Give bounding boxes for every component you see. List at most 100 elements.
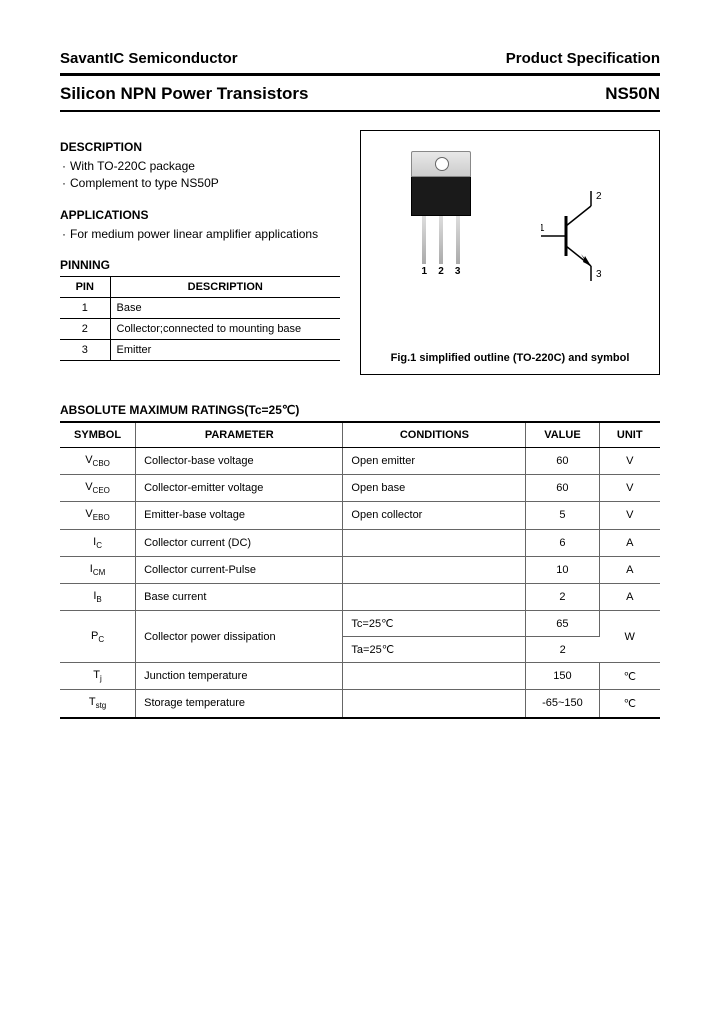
lead-num-2: 2 bbox=[438, 266, 444, 277]
rat-row-5: IBBase current2A bbox=[60, 583, 660, 610]
rat-unit: V bbox=[599, 448, 660, 475]
rat-param: Collector-emitter voltage bbox=[136, 475, 343, 502]
rat-unit-pc: W bbox=[599, 611, 660, 663]
rat-cond: Open base bbox=[343, 475, 526, 502]
rat-row-0: VCBOCollector-base voltageOpen emitter60… bbox=[60, 448, 660, 475]
rat-row-pc1: PCCollector power dissipationTc=25℃65W bbox=[60, 611, 660, 637]
rat-param-ts: Storage temperature bbox=[136, 690, 343, 718]
col-unit: UNIT bbox=[599, 422, 660, 448]
figure-area: 1 2 3 1 2 3 bbox=[371, 141, 649, 346]
sym-label-e: 3 bbox=[596, 269, 602, 280]
rat-sym-pc: PC bbox=[60, 611, 136, 663]
rat-val: 60 bbox=[526, 475, 599, 502]
header-row: SavantIC Semiconductor Product Specifica… bbox=[60, 50, 660, 67]
lead-num-3: 3 bbox=[455, 266, 461, 277]
package-tab bbox=[411, 151, 471, 177]
npn-symbol: 1 2 3 bbox=[541, 191, 621, 284]
col-symbol: SYMBOL bbox=[60, 422, 136, 448]
rat-param: Base current bbox=[136, 583, 343, 610]
rat-row-1: VCEOCollector-emitter voltageOpen base60… bbox=[60, 475, 660, 502]
col-cond: CONDITIONS bbox=[343, 422, 526, 448]
package-hole bbox=[435, 157, 449, 171]
rat-sym: IC bbox=[60, 529, 136, 556]
rat-val: 2 bbox=[526, 583, 599, 610]
package-body bbox=[411, 176, 471, 216]
rat-cond bbox=[343, 529, 526, 556]
rat-val: 60 bbox=[526, 448, 599, 475]
left-column: DESCRIPTION With TO-220C package Complem… bbox=[60, 130, 340, 375]
rat-val-pc2: 2 bbox=[526, 637, 599, 663]
pin-2-num: 2 bbox=[60, 319, 110, 340]
pin-row-2: 2 Collector;connected to mounting base bbox=[60, 319, 340, 340]
rat-sym: Tstg bbox=[60, 690, 136, 718]
rat-sym: Tj bbox=[60, 663, 136, 690]
rat-unit: V bbox=[599, 475, 660, 502]
rat-sym: VCBO bbox=[60, 448, 136, 475]
applications-head: APPLICATIONS bbox=[60, 208, 340, 222]
rat-param-pc: Collector power dissipation bbox=[136, 611, 343, 663]
rat-val: 10 bbox=[526, 556, 599, 583]
desc-item-1: Complement to type NS50P bbox=[62, 175, 340, 192]
rat-val-ts: -65~150 bbox=[526, 690, 599, 718]
rat-val: 6 bbox=[526, 529, 599, 556]
rat-val-pc1: 65 bbox=[526, 611, 599, 637]
rat-row-tstg: TstgStorage temperature -65~150℃ bbox=[60, 690, 660, 718]
figure-box: 1 2 3 1 2 3 bbox=[360, 130, 660, 375]
package-leads bbox=[416, 216, 466, 264]
pinning-head: PINNING bbox=[60, 258, 340, 272]
rat-cond-ts bbox=[343, 690, 526, 718]
ratings-head: ABSOLUTE MAXIMUM RATINGS(Tc=25℃) bbox=[60, 403, 660, 417]
sym-label-b: 1 bbox=[541, 223, 545, 234]
rat-sym: ICM bbox=[60, 556, 136, 583]
lead-3 bbox=[456, 216, 460, 264]
pin-row-3: 3 Emitter bbox=[60, 340, 340, 361]
pin-col-header: PIN bbox=[60, 277, 110, 298]
pin-2-desc: Collector;connected to mounting base bbox=[110, 319, 340, 340]
rat-unit-tj: ℃ bbox=[599, 663, 660, 690]
sym-label-c: 2 bbox=[596, 191, 602, 202]
thick-rule-1 bbox=[60, 73, 660, 76]
rat-row-2: VEBOEmitter-base voltageOpen collector5V bbox=[60, 502, 660, 529]
thin-rule-1 bbox=[60, 110, 660, 112]
npn-svg: 1 2 3 bbox=[541, 191, 621, 281]
description-head: DESCRIPTION bbox=[60, 140, 340, 154]
rat-param: Collector current (DC) bbox=[136, 529, 343, 556]
lead-num-1: 1 bbox=[422, 266, 428, 277]
rat-cond-tj bbox=[343, 663, 526, 690]
rat-row-tj: TjJunction temperature 150℃ bbox=[60, 663, 660, 690]
lead-1 bbox=[422, 216, 426, 264]
lead-2 bbox=[439, 216, 443, 264]
pin-1-desc: Base bbox=[110, 298, 340, 319]
rat-param: Collector current-Pulse bbox=[136, 556, 343, 583]
col-param: PARAMETER bbox=[136, 422, 343, 448]
pin-1-num: 1 bbox=[60, 298, 110, 319]
lead-numbers: 1 2 3 bbox=[416, 266, 466, 277]
spec-label: Product Specification bbox=[506, 50, 660, 67]
package-drawing: 1 2 3 bbox=[411, 151, 471, 277]
rat-val-tj: 150 bbox=[526, 663, 599, 690]
rat-sym: VEBO bbox=[60, 502, 136, 529]
desc-col-header: DESCRIPTION bbox=[110, 277, 340, 298]
rat-unit: A bbox=[599, 556, 660, 583]
ratings-table: SYMBOL PARAMETER CONDITIONS VALUE UNIT V… bbox=[60, 421, 660, 719]
rat-val: 5 bbox=[526, 502, 599, 529]
two-column-layout: DESCRIPTION With TO-220C package Complem… bbox=[60, 130, 660, 375]
rat-cond-pc1: Tc=25℃ bbox=[343, 611, 526, 637]
rat-unit-ts: ℃ bbox=[599, 690, 660, 718]
rat-cond: Open collector bbox=[343, 502, 526, 529]
part-number: NS50N bbox=[605, 84, 660, 104]
rat-cond-pc2: Ta=25℃ bbox=[343, 637, 526, 663]
pin-3-num: 3 bbox=[60, 340, 110, 361]
product-title: Silicon NPN Power Transistors bbox=[60, 84, 308, 104]
rat-cond: Open emitter bbox=[343, 448, 526, 475]
rat-sym: VCEO bbox=[60, 475, 136, 502]
desc-item-0: With TO-220C package bbox=[62, 158, 340, 175]
rat-row-4: ICMCollector current-Pulse 10A bbox=[60, 556, 660, 583]
pin-3-desc: Emitter bbox=[110, 340, 340, 361]
rat-param-tj: Junction temperature bbox=[136, 663, 343, 690]
rat-unit: A bbox=[599, 583, 660, 610]
rat-unit: A bbox=[599, 529, 660, 556]
pin-row-1: 1 Base bbox=[60, 298, 340, 319]
title-row: Silicon NPN Power Transistors NS50N bbox=[60, 84, 660, 104]
rat-cond bbox=[343, 583, 526, 610]
